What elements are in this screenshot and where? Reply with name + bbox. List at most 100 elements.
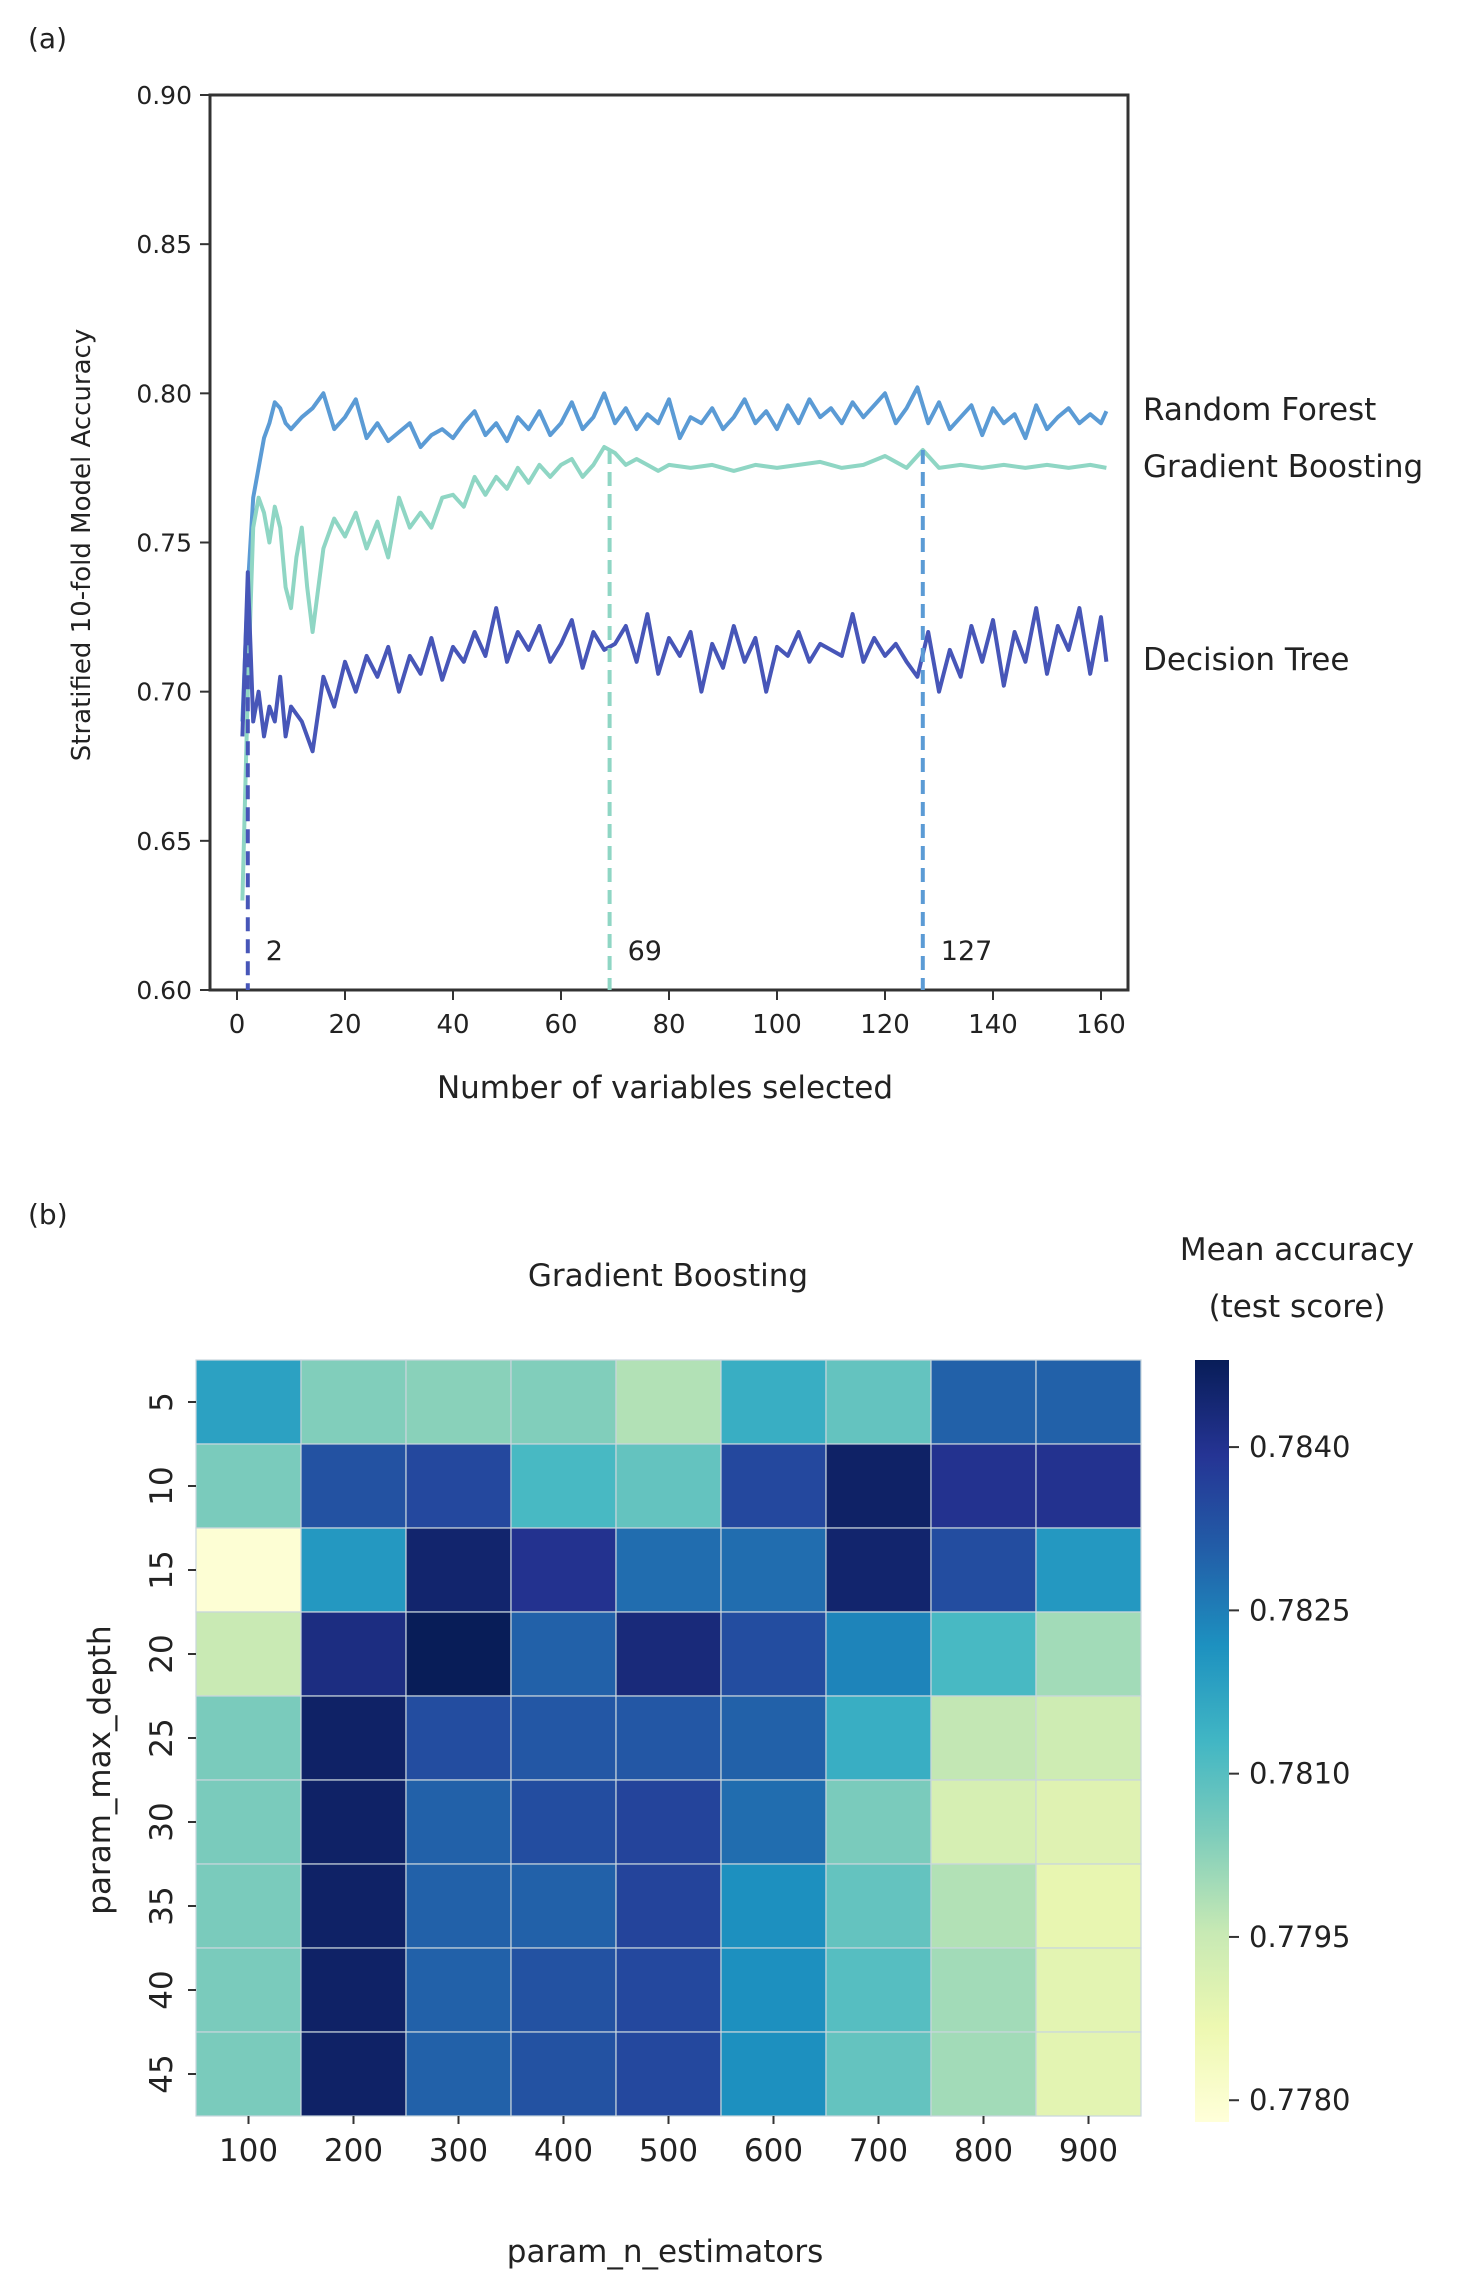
heatmap-cell <box>825 1611 932 1697</box>
heatmap-cell <box>825 1863 932 1949</box>
heatmap-cell <box>615 1527 722 1613</box>
heatmap-cell <box>510 1695 617 1781</box>
heatmap-x-tick-label: 400 <box>534 2133 593 2169</box>
line-chart-series <box>240 385 1109 901</box>
heatmap-cell <box>510 1611 617 1697</box>
y-tick-label: 0.80 <box>136 379 192 408</box>
heatmap-cell <box>300 1947 407 2033</box>
x-tick-label: 20 <box>328 1010 361 1040</box>
x-tick-label: 0 <box>229 1010 246 1040</box>
heatmap-x-tick-label: 600 <box>744 2133 803 2169</box>
heatmap-cell <box>720 2031 827 2117</box>
heatmap-x-tick-label: 200 <box>324 2133 383 2169</box>
heatmap-cell <box>405 1527 512 1613</box>
heatmap-y-tick-label: 35 <box>144 1886 180 1925</box>
heatmap-cell <box>720 1443 827 1529</box>
colorbar <box>1195 1360 1229 2122</box>
heatmap-cell <box>195 1863 302 1949</box>
colorbar-tick-label: 0.7780 <box>1249 2083 1350 2117</box>
legend-random-forest: Random Forest <box>1143 392 1376 428</box>
heatmap-cell <box>405 1443 512 1529</box>
heatmap-cell <box>825 1947 932 2033</box>
heatmap-cell <box>720 1779 827 1865</box>
colorbar-ticks: 0.7780 0.7795 0.7810 0.7825 0.7840 <box>1229 1430 1350 2117</box>
heatmap-x-tick-label: 900 <box>1059 2133 1118 2169</box>
heatmap-y-tick-label: 45 <box>144 2054 180 2093</box>
colorbar-tick-label: 0.7810 <box>1249 1757 1350 1791</box>
heatmap-cell <box>195 1611 302 1697</box>
y-tick-label: 0.70 <box>136 678 192 707</box>
heatmap-cell <box>720 1695 827 1781</box>
heatmap-cell <box>405 1695 512 1781</box>
heatmap-cell <box>720 1527 827 1613</box>
heatmap-cell <box>720 1359 827 1445</box>
heatmap-x-axis-label: param_n_estimators <box>507 2234 823 2270</box>
marker-label-127: 127 <box>941 936 993 967</box>
heatmap-cell <box>300 1695 407 1781</box>
x-tick-label: 40 <box>436 1010 469 1040</box>
colorbar-label-line1: Mean accuracy <box>1180 1232 1414 1268</box>
line-y-axis-label: Stratified 10-fold Model Accuracy <box>67 329 97 761</box>
heatmap-cell <box>195 1359 302 1445</box>
heatmap-cell <box>825 1527 932 1613</box>
heatmap-cell <box>930 2031 1037 2117</box>
heatmap-cell <box>510 1443 617 1529</box>
heatmap-cell <box>1035 1359 1142 1445</box>
y-tick-label: 0.60 <box>136 976 192 1005</box>
heatmap-cell <box>510 1359 617 1445</box>
heatmap-cell <box>195 1527 302 1613</box>
heatmap-cell <box>405 1359 512 1445</box>
heatmap-cell <box>300 1863 407 1949</box>
heatmap-cell <box>405 2031 512 2117</box>
heatmap-cell <box>1035 1695 1142 1781</box>
panel-a-label: (a) <box>28 22 68 55</box>
heatmap-y-axis-label: param_max_depth <box>82 1625 118 1914</box>
heatmap-cell <box>720 1863 827 1949</box>
heatmap-cell <box>930 1779 1037 1865</box>
heatmap-x-tick-label: 100 <box>219 2133 278 2169</box>
heatmap-cell <box>825 2031 932 2117</box>
heatmap-x-tick-label: 700 <box>849 2133 908 2169</box>
heatmap-cell <box>720 1947 827 2033</box>
y-tick-label: 0.65 <box>136 827 192 856</box>
line-x-axis-label: Number of variables selected <box>437 1070 893 1106</box>
heatmap-y-tick-label: 10 <box>144 1466 180 1505</box>
heatmap-y-tick-label: 25 <box>144 1718 180 1757</box>
heatmap-cell <box>615 1947 722 2033</box>
heatmap-cell <box>825 1443 932 1529</box>
series-line-random-forest <box>240 385 1109 722</box>
heatmap-cell <box>1035 1443 1142 1529</box>
heatmap-cell <box>300 1611 407 1697</box>
legend-decision-tree: Decision Tree <box>1143 642 1349 678</box>
heatmap-cell <box>1035 1779 1142 1865</box>
line-chart: 0.60 0.65 0.70 0.75 0.80 0.85 0.90 0 20 40 60 80 100… <box>67 81 1423 1106</box>
heatmap-y-tick-label: 30 <box>144 1802 180 1841</box>
heatmap-cell <box>615 1359 722 1445</box>
heatmap-cell <box>195 1695 302 1781</box>
heatmap-cell <box>930 1527 1037 1613</box>
heatmap-cell <box>510 1863 617 1949</box>
heatmap-cell <box>510 1779 617 1865</box>
heatmap-cell <box>1035 2031 1142 2117</box>
heatmap-y-tick-label: 15 <box>144 1550 180 1589</box>
heatmap-cell <box>510 1947 617 2033</box>
heatmap-cells <box>195 1359 1142 2117</box>
colorbar-tick-label: 0.7795 <box>1249 1920 1350 1954</box>
x-tick-label: 100 <box>752 1010 802 1040</box>
heatmap-cell <box>300 1779 407 1865</box>
heatmap-cell <box>405 1779 512 1865</box>
colorbar-label-line2: (test score) <box>1209 1289 1386 1325</box>
heatmap-cell <box>1035 1863 1142 1949</box>
colorbar-tick-label: 0.7840 <box>1249 1430 1350 1464</box>
heatmap-cell <box>1035 1611 1142 1697</box>
heatmap-cell <box>825 1779 932 1865</box>
heatmap-cell <box>825 1359 932 1445</box>
x-tick-label: 60 <box>544 1010 577 1040</box>
heatmap-cell <box>195 1779 302 1865</box>
series-line-gradient-boosting <box>240 445 1107 901</box>
heatmap-cell <box>930 1863 1037 1949</box>
heatmap-x-tick-label: 300 <box>429 2133 488 2169</box>
series-line-decision-tree <box>240 570 1109 754</box>
heatmap-cell <box>930 1947 1037 2033</box>
